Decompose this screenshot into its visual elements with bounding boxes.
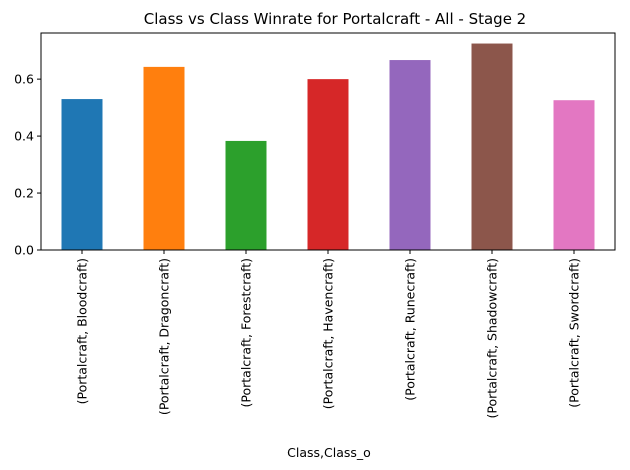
y-tick-label: 0.2 <box>14 186 34 201</box>
bar-6 <box>553 100 595 250</box>
bar-4 <box>389 60 431 251</box>
axes-frame <box>40 32 616 251</box>
y-tick-label: 0.0 <box>14 243 34 258</box>
bar-2 <box>225 140 267 250</box>
y-tick-label: 0.4 <box>14 129 34 144</box>
chart-title: Class vs Class Winrate for Portalcraft -… <box>144 10 526 28</box>
x-tick-label: (Portalcraft, Dragoncraft) <box>157 258 172 415</box>
y-tick-label: 0.6 <box>14 72 34 87</box>
plot-frame <box>40 32 616 251</box>
x-tick-label: (Portalcraft, Swordcraft) <box>567 258 582 408</box>
bar-1 <box>143 66 185 250</box>
y-axis-ticks: 0.0 0.2 0.4 0.6 <box>14 72 41 258</box>
bar-5 <box>471 43 513 251</box>
x-tick-label: (Portalcraft, Havencraft) <box>321 258 336 409</box>
x-axis-label: Class,Class_o <box>287 445 371 460</box>
bar-0 <box>61 99 103 251</box>
x-tick-label: (Portalcraft, Bloodcraft) <box>75 258 90 404</box>
x-tick-label: (Portalcraft, Shadowcraft) <box>485 258 500 418</box>
x-tick-label: (Portalcraft, Forestcraft) <box>239 258 254 407</box>
x-tick-label: (Portalcraft, Runecraft) <box>403 258 418 401</box>
bars-group <box>61 43 595 251</box>
x-axis-ticks: (Portalcraft, Bloodcraft) (Portalcraft, D… <box>75 250 582 418</box>
bar-3 <box>307 79 349 251</box>
